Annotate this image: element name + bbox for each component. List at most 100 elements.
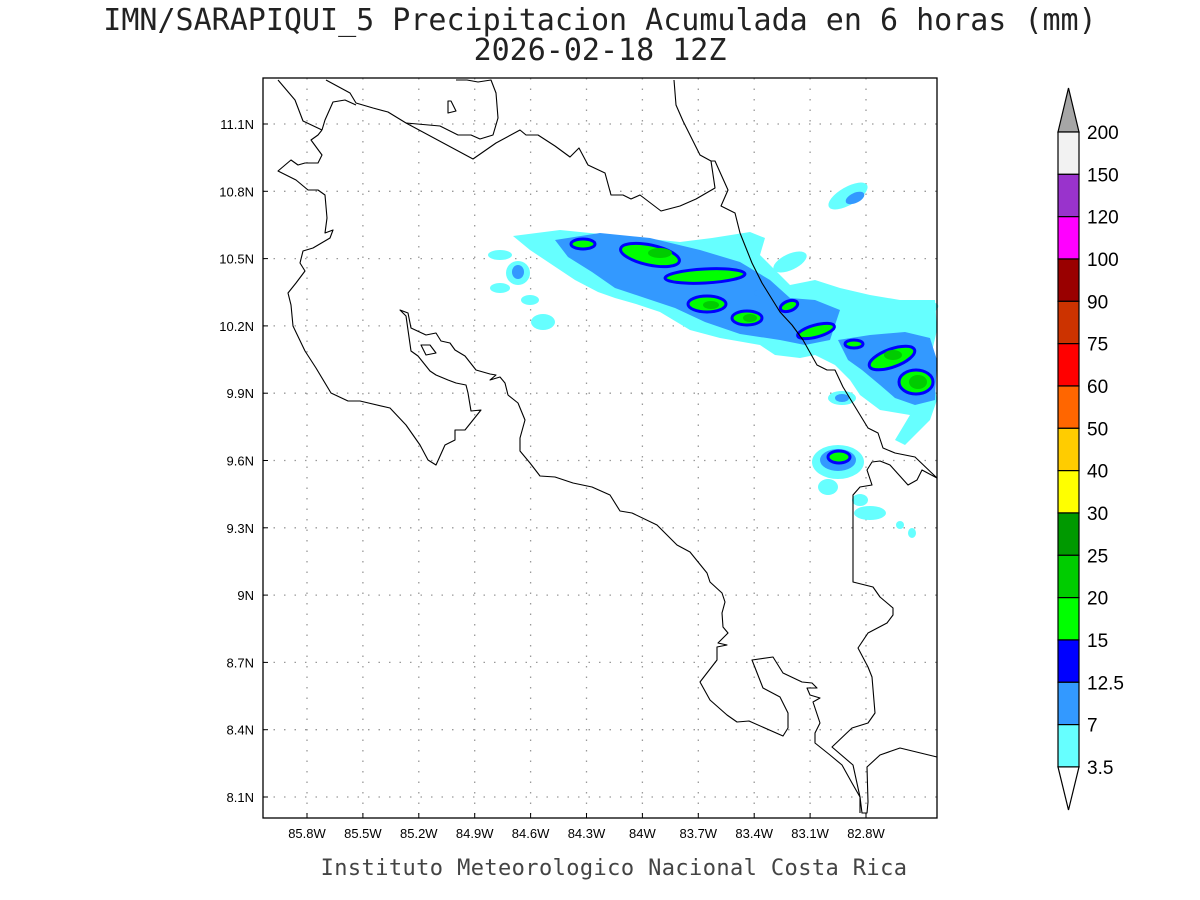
precip-area-main-band-7mm: [555, 233, 840, 345]
colorbar-label: 20: [1087, 589, 1108, 610]
lat-tick-label: 8.7N: [227, 655, 254, 670]
island-lake-nicaragua: [447, 100, 457, 114]
colorbar-label: 7: [1087, 716, 1098, 737]
lat-tick-label: 10.8N: [219, 184, 254, 199]
precip-cell: [521, 295, 539, 305]
lat-tick-label: 9.9N: [227, 386, 254, 401]
axis-labels: 85.8W 85.5W 85.2W 84.9W 84.6W 84.3W 84W 83.7W 83…: [219, 117, 885, 841]
lon-tick-label: 85.8W: [288, 826, 326, 841]
lat-tick-label: 8.4N: [227, 723, 254, 738]
precip-cell: [828, 182, 868, 210]
precip-cell-heavy: [569, 237, 597, 251]
precip-cell: [845, 191, 865, 205]
precip-cell: [773, 251, 807, 273]
precipitation-field: [488, 182, 939, 538]
colorbar-swatch: [1057, 639, 1080, 683]
colorbar-label: 120: [1087, 208, 1119, 229]
colorbar-swatch: [1057, 343, 1080, 387]
nicaragua-lake-north-shore: [321, 99, 357, 131]
precip-core: [743, 314, 757, 322]
island-gulf-nicoya: [420, 344, 437, 356]
colorbar-swatch: [1057, 512, 1080, 556]
nicaragua-pacific-coast: [277, 79, 323, 131]
colorbar-swatch: [1057, 427, 1080, 472]
precip-cell-heavy: [796, 321, 836, 341]
colorbar: 200 150 120 100 90 75 60 50 40 30 25 20 15 12.5 7 3.5: [1057, 87, 1124, 811]
lat-tick-label: 9N: [237, 588, 254, 603]
lon-tick-label: 84.9W: [456, 826, 494, 841]
caribbean-coast: [711, 160, 938, 479]
colorbar-label: 15: [1087, 631, 1108, 652]
lon-tick-label: 84.3W: [568, 826, 606, 841]
lon-tick-label: 83.7W: [680, 826, 718, 841]
precip-cell: [852, 494, 868, 506]
colorbar-swatch: [1057, 385, 1080, 429]
precip-cell: [854, 506, 886, 520]
colorbar-over-triangle: [1057, 87, 1080, 133]
precip-cell-heavy: [826, 449, 852, 465]
map-frame: [262, 77, 938, 819]
footer-credit: Instituto Meteorologico Nacional Costa R…: [320, 856, 908, 881]
map-title: IMN/SARAPIQUI_5 Precipitacion Acumulada …: [103, 3, 1097, 38]
colorbar-swatch: [1057, 470, 1080, 514]
colorbar-swatch: [1057, 173, 1080, 218]
precip-core: [909, 375, 927, 389]
precip-cell: [908, 528, 916, 538]
colorbar-label: 50: [1087, 419, 1108, 440]
precip-cell: [911, 302, 939, 318]
colorbar-label: 100: [1087, 250, 1119, 271]
precip-cell-heavy: [778, 298, 800, 314]
precip-cell: [896, 521, 904, 529]
lon-tick-label: 85.5W: [344, 826, 382, 841]
lon-tick-label: 85.2W: [400, 826, 438, 841]
lon-tick-label: 83.4W: [735, 826, 773, 841]
precip-core: [648, 248, 672, 258]
lon-tick-label: 84.6W: [512, 826, 550, 841]
colorbar-label: 60: [1087, 377, 1108, 398]
colorbar-swatch: [1057, 681, 1080, 726]
precip-cell: [531, 314, 555, 330]
colorbar-swatch: [1057, 131, 1080, 175]
precip-cell-heavy: [663, 267, 747, 285]
colorbar-label: 200: [1087, 123, 1119, 144]
lat-tick-label: 10.5N: [219, 252, 254, 267]
precip-core: [703, 301, 719, 309]
precip-cell: [835, 394, 849, 402]
precip-cell-heavy: [843, 338, 865, 350]
precip-cell: [704, 238, 740, 254]
colorbar-swatch: [1057, 724, 1080, 768]
lake-nicaragua-shore: [405, 79, 499, 140]
colorbar-label: 75: [1087, 335, 1108, 356]
precip-cell: [818, 479, 838, 495]
precip-cell: [488, 250, 512, 260]
colorbar-swatch: [1057, 300, 1080, 345]
map-datetime: 2026-02-18 12Z: [473, 33, 727, 68]
colorbar-label: 150: [1087, 165, 1119, 186]
precip-cell: [490, 283, 510, 293]
precip-cell: [754, 289, 770, 297]
nicaragua-costa-rica-border: [325, 79, 716, 212]
lat-tick-label: 11.1N: [220, 117, 254, 132]
colorbar-swatch: [1057, 258, 1080, 302]
lat-tick-label: 9.6N: [227, 454, 254, 469]
colorbar-label: 3.5: [1087, 758, 1113, 779]
colorbar-swatch: [1057, 597, 1080, 641]
colorbar-label: 25: [1087, 546, 1108, 567]
coastlines-and-borders: [277, 79, 938, 814]
colorbar-label: 12.5: [1087, 673, 1124, 694]
precip-core: [884, 350, 902, 360]
lat-tick-label: 8.1N: [227, 790, 254, 805]
lat-tick-label: 9.3N: [227, 521, 254, 536]
lon-tick-label: 82.8W: [847, 826, 885, 841]
colorbar-label: 30: [1087, 504, 1108, 525]
colorbar-swatch: [1057, 554, 1080, 599]
colorbar-swatch: [1057, 216, 1080, 260]
colorbar-label: 40: [1087, 462, 1108, 483]
panama-border: [831, 460, 938, 814]
colorbar-label: 90: [1087, 292, 1108, 313]
lat-tick-label: 10.2N: [219, 319, 254, 334]
colorbar-under-triangle: [1057, 766, 1080, 811]
lon-tick-label: 84W: [629, 826, 656, 841]
pacific-coast-nicoya: [277, 129, 861, 813]
